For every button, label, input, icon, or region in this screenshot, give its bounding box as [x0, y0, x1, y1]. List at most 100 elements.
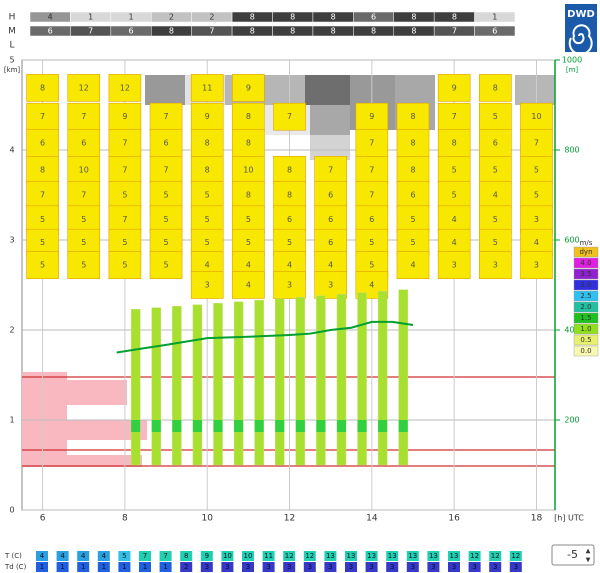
cell [67, 181, 101, 209]
cell-label: 5 [287, 238, 292, 247]
cell-label: 6 [328, 191, 333, 200]
spinner-up[interactable]: ▲ [586, 548, 591, 555]
cell-label: 5 [410, 238, 415, 247]
cell [355, 156, 389, 184]
cell [149, 205, 183, 234]
octa-label: 1 [88, 13, 93, 22]
cell-label: 3 [328, 281, 333, 290]
surface-cell [139, 551, 151, 561]
cell-label: 8 [246, 112, 251, 121]
cell [26, 156, 59, 184]
surface-label: 1 [163, 563, 167, 571]
octa-label: 8 [290, 13, 295, 22]
octa-label: 1 [492, 13, 497, 22]
cell [108, 129, 142, 157]
cloud-bar [398, 289, 408, 466]
cloud-bar [357, 292, 367, 466]
surface-label: 3 [431, 563, 435, 571]
octa-label: 2 [209, 13, 214, 22]
legend-swatch [573, 257, 599, 269]
spinner-down[interactable]: ▼ [586, 557, 591, 564]
cell-label: 10 [243, 165, 253, 174]
surface-label: 3 [369, 563, 373, 571]
cell-label: 5 [205, 215, 210, 224]
cell-label: 5 [410, 215, 415, 224]
cell-label: 8 [40, 83, 45, 92]
legend-swatch [573, 334, 599, 346]
cell-label: 8 [493, 83, 498, 92]
surface-label: 4 [102, 552, 107, 560]
surface-cell [283, 551, 296, 561]
spinner[interactable] [551, 544, 595, 566]
cell [479, 74, 512, 102]
cloud-bar [295, 297, 306, 466]
cell-label: 3 [493, 261, 498, 270]
cell-label: 10 [531, 112, 541, 121]
cell-label: 5 [40, 238, 45, 247]
cloud-bar-core [316, 420, 326, 432]
cell [26, 102, 59, 131]
cell-label: 5 [81, 261, 86, 270]
y2-axis-unit: [m] [566, 66, 579, 74]
cell-label: 6 [328, 215, 333, 224]
cell [314, 156, 347, 184]
cell-label: 6 [328, 238, 333, 247]
cell-label: 5 [81, 238, 86, 247]
cell-label: 5 [246, 215, 251, 224]
cloud-bar [336, 294, 347, 466]
surface-cell [221, 551, 234, 561]
surface-cell [427, 551, 440, 561]
cell [26, 205, 59, 234]
cloud-bar [151, 307, 162, 466]
legend-swatch [573, 279, 599, 291]
cell-label: 9 [205, 112, 210, 121]
surface-label: 3 [390, 563, 394, 571]
cell [273, 205, 306, 234]
cloud-bar-core [234, 420, 244, 432]
cell-label: 4 [369, 281, 374, 290]
surface-cell [303, 562, 316, 572]
surface-cell [509, 562, 522, 572]
x-tick-label: 16 [448, 514, 460, 524]
legend-label: dyn [579, 248, 592, 256]
cell [149, 129, 183, 157]
legend-label: 3.0 [580, 281, 591, 289]
surface-cell [303, 551, 316, 561]
y-tick-label: 3 [9, 236, 14, 245]
cell [108, 102, 142, 131]
cell [108, 205, 142, 234]
cell [232, 271, 265, 299]
cell-label: 5 [122, 261, 127, 270]
cell-label: 8 [410, 112, 415, 121]
cell [437, 156, 471, 184]
octa-label: 7 [452, 27, 457, 36]
cell-label: 7 [164, 165, 169, 174]
cell [67, 205, 101, 234]
surface-cell [56, 562, 69, 572]
y2-tick-label: 600 [564, 236, 579, 245]
cell [67, 251, 101, 279]
x-tick-label: 8 [122, 514, 128, 524]
cell [437, 251, 471, 279]
surface-label: 4 [60, 552, 65, 560]
cell-label: 11 [202, 83, 212, 92]
cell-label: 5 [246, 238, 251, 247]
surface-label: 13 [347, 552, 356, 560]
cell-label: 6 [410, 191, 415, 200]
cell [479, 205, 512, 234]
cell-label: 6 [493, 138, 498, 147]
surface-label: 5 [122, 552, 126, 560]
surface-cell [200, 562, 213, 572]
surface-cell [489, 551, 502, 561]
cell [437, 102, 471, 131]
cell [520, 251, 553, 279]
octa-label: 8 [250, 27, 255, 36]
cell-label: 5 [369, 261, 374, 270]
surface-cell [386, 551, 399, 561]
x-tick-label: 18 [531, 514, 543, 524]
cell-label: 5 [493, 165, 498, 174]
cell-label: 7 [369, 138, 374, 147]
cell [26, 251, 59, 279]
legend-label: 1.5 [580, 314, 591, 322]
surface-cell [200, 551, 213, 561]
